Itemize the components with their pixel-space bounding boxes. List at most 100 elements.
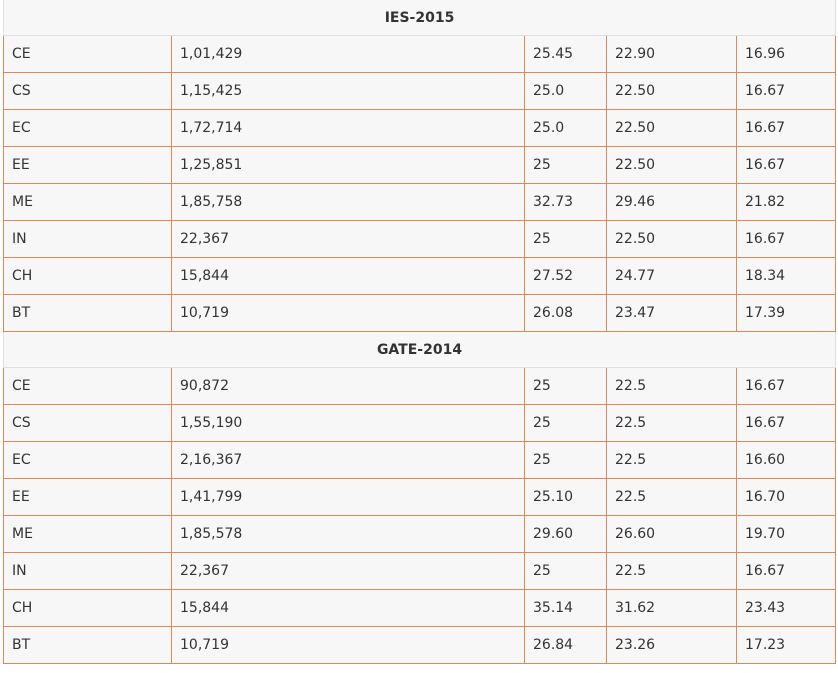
candidates-cell: 1,55,190 <box>171 404 525 442</box>
table-row: EC 2,16,367 25 22.5 16.60 <box>3 441 837 479</box>
branch-cell: CS <box>3 72 172 110</box>
branch-cell: EE <box>3 478 172 516</box>
table-row: CE 1,01,429 25.45 22.90 16.96 <box>3 35 837 73</box>
general-cutoff-cell: 25 <box>524 552 607 590</box>
general-cutoff-cell: 26.08 <box>524 294 607 332</box>
sc-st-cutoff-cell: 16.67 <box>736 404 837 442</box>
sc-st-cutoff-cell: 17.23 <box>736 626 837 664</box>
obc-cutoff-cell: 29.46 <box>606 183 737 221</box>
general-cutoff-cell: 25 <box>524 367 607 405</box>
branch-cell: EC <box>3 441 172 479</box>
section-title: IES-2015 <box>2 0 837 36</box>
table-row: CH 15,844 27.52 24.77 18.34 <box>3 257 837 295</box>
obc-cutoff-cell: 22.50 <box>606 72 737 110</box>
general-cutoff-cell: 27.52 <box>524 257 607 295</box>
branch-cell: CE <box>3 35 172 73</box>
sc-st-cutoff-cell: 16.67 <box>736 220 837 258</box>
obc-cutoff-cell: 22.50 <box>606 220 737 258</box>
obc-cutoff-cell: 22.50 <box>606 146 737 184</box>
candidates-cell: 1,41,799 <box>171 478 525 516</box>
general-cutoff-cell: 35.14 <box>524 589 607 627</box>
candidates-cell: 90,872 <box>171 367 525 405</box>
table-row: IN 22,367 25 22.50 16.67 <box>3 220 837 258</box>
sc-st-cutoff-cell: 16.67 <box>736 72 837 110</box>
table-row: CE 90,872 25 22.5 16.67 <box>3 367 837 405</box>
obc-cutoff-cell: 26.60 <box>606 515 737 553</box>
sc-st-cutoff-cell: 16.67 <box>736 109 837 147</box>
general-cutoff-cell: 29.60 <box>524 515 607 553</box>
general-cutoff-cell: 25 <box>524 404 607 442</box>
branch-cell: IN <box>3 552 172 590</box>
candidates-cell: 22,367 <box>171 552 525 590</box>
sc-st-cutoff-cell: 18.34 <box>736 257 837 295</box>
table-row: ME 1,85,758 32.73 29.46 21.82 <box>3 183 837 221</box>
sc-st-cutoff-cell: 16.67 <box>736 552 837 590</box>
general-cutoff-cell: 32.73 <box>524 183 607 221</box>
general-cutoff-cell: 25.10 <box>524 478 607 516</box>
candidates-cell: 1,15,425 <box>171 72 525 110</box>
branch-cell: CS <box>3 404 172 442</box>
section-header-row: GATE-2014 <box>2 331 837 368</box>
candidates-cell: 15,844 <box>171 589 525 627</box>
sc-st-cutoff-cell: 16.96 <box>736 35 837 73</box>
sc-st-cutoff-cell: 16.67 <box>736 146 837 184</box>
sc-st-cutoff-cell: 16.60 <box>736 441 837 479</box>
obc-cutoff-cell: 31.62 <box>606 589 737 627</box>
general-cutoff-cell: 26.84 <box>524 626 607 664</box>
obc-cutoff-cell: 22.90 <box>606 35 737 73</box>
sc-st-cutoff-cell: 19.70 <box>736 515 837 553</box>
obc-cutoff-cell: 22.5 <box>606 367 737 405</box>
branch-cell: BT <box>3 294 172 332</box>
branch-cell: ME <box>3 515 172 553</box>
candidates-cell: 1,01,429 <box>171 35 525 73</box>
table-row: IN 22,367 25 22.5 16.67 <box>3 552 837 590</box>
branch-cell: BT <box>3 626 172 664</box>
general-cutoff-cell: 25 <box>524 146 607 184</box>
obc-cutoff-cell: 22.5 <box>606 552 737 590</box>
candidates-cell: 15,844 <box>171 257 525 295</box>
table-row: BT 10,719 26.08 23.47 17.39 <box>3 294 837 332</box>
branch-cell: CH <box>3 589 172 627</box>
candidates-cell: 2,16,367 <box>171 441 525 479</box>
sc-st-cutoff-cell: 16.67 <box>736 367 837 405</box>
candidates-cell: 1,85,758 <box>171 183 525 221</box>
sc-st-cutoff-cell: 17.39 <box>736 294 837 332</box>
branch-cell: EC <box>3 109 172 147</box>
table-row: CS 1,15,425 25.0 22.50 16.67 <box>3 72 837 110</box>
section-header-row: IES-2015 <box>2 0 837 36</box>
section-title: GATE-2014 <box>2 331 837 368</box>
general-cutoff-cell: 25.0 <box>524 109 607 147</box>
obc-cutoff-cell: 23.47 <box>606 294 737 332</box>
obc-cutoff-cell: 22.5 <box>606 404 737 442</box>
sc-st-cutoff-cell: 23.43 <box>736 589 837 627</box>
candidates-cell: 10,719 <box>171 626 525 664</box>
general-cutoff-cell: 25.0 <box>524 72 607 110</box>
table-row: CH 15,844 35.14 31.62 23.43 <box>3 589 837 627</box>
table-row: BT 10,719 26.84 23.26 17.23 <box>3 626 837 664</box>
branch-cell: ME <box>3 183 172 221</box>
branch-cell: EE <box>3 146 172 184</box>
obc-cutoff-cell: 22.5 <box>606 441 737 479</box>
obc-cutoff-cell: 24.77 <box>606 257 737 295</box>
candidates-cell: 22,367 <box>171 220 525 258</box>
table-row: EE 1,41,799 25.10 22.5 16.70 <box>3 478 837 516</box>
table-row: CS 1,55,190 25 22.5 16.67 <box>3 404 837 442</box>
obc-cutoff-cell: 22.50 <box>606 109 737 147</box>
obc-cutoff-cell: 23.26 <box>606 626 737 664</box>
general-cutoff-cell: 25.45 <box>524 35 607 73</box>
sc-st-cutoff-cell: 21.82 <box>736 183 837 221</box>
sc-st-cutoff-cell: 16.70 <box>736 478 837 516</box>
candidates-cell: 1,85,578 <box>171 515 525 553</box>
general-cutoff-cell: 25 <box>524 220 607 258</box>
branch-cell: IN <box>3 220 172 258</box>
general-cutoff-cell: 25 <box>524 441 607 479</box>
branch-cell: CE <box>3 367 172 405</box>
candidates-cell: 10,719 <box>171 294 525 332</box>
branch-cell: CH <box>3 257 172 295</box>
candidates-cell: 1,25,851 <box>171 146 525 184</box>
table-row: EC 1,72,714 25.0 22.50 16.67 <box>3 109 837 147</box>
table-row: EE 1,25,851 25 22.50 16.67 <box>3 146 837 184</box>
